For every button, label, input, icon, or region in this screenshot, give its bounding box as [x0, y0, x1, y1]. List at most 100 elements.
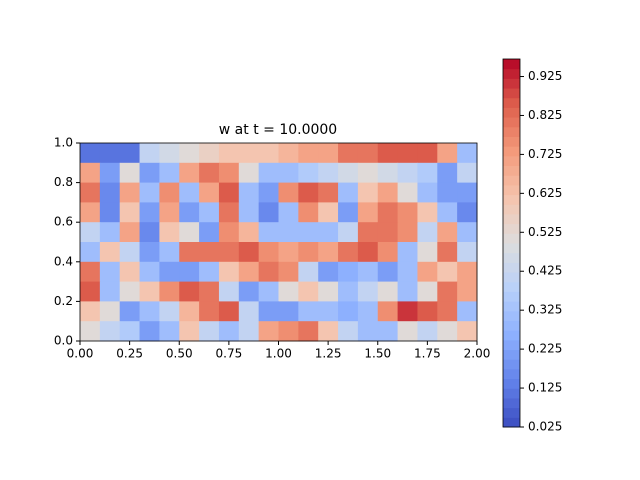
- contour-cell: [298, 182, 319, 203]
- x-tick-label: 1.25: [315, 347, 342, 361]
- colorbar-band: [503, 262, 520, 273]
- colorbar-band: [503, 155, 520, 167]
- contour-cell: [377, 261, 399, 283]
- contour-cell: [139, 222, 160, 243]
- contour-cell: [298, 281, 319, 302]
- contour-cell: [417, 222, 438, 243]
- contour-cell: [218, 202, 240, 223]
- contour-cell: [179, 202, 200, 223]
- contour-cell: [119, 301, 141, 322]
- contour-cell: [437, 321, 458, 342]
- x-tick-label: 0.50: [166, 347, 193, 361]
- contour-cell: [457, 222, 478, 243]
- x-tick-label: 1.00: [265, 347, 292, 361]
- contour-cell: [80, 143, 101, 164]
- colorbar-band: [503, 320, 520, 331]
- contour-cell: [298, 222, 319, 243]
- contour-cell: [258, 143, 279, 164]
- contour-cell: [278, 202, 299, 223]
- colorbar-band: [503, 126, 520, 137]
- contour-cell: [258, 261, 279, 283]
- colorbar-band: [503, 301, 520, 312]
- contour-cell: [278, 222, 299, 243]
- colorbar-band: [503, 175, 520, 186]
- contour-cell: [179, 261, 200, 283]
- colorbar-band: [503, 388, 520, 399]
- contour-cell: [338, 242, 359, 263]
- contour-cell: [258, 162, 279, 184]
- colorbar-band: [503, 68, 520, 79]
- x-tick-label: 0.75: [216, 347, 243, 361]
- contour-cell: [397, 321, 418, 342]
- contour-cell: [278, 281, 299, 302]
- contour-cell: [159, 222, 180, 243]
- contour-cell: [457, 301, 478, 322]
- contour-cell: [199, 301, 220, 322]
- contour-cell: [238, 182, 260, 203]
- contour-cell: [80, 182, 101, 203]
- contour-cell: [278, 162, 299, 184]
- contour-cell: [318, 202, 339, 223]
- contour-cell: [357, 202, 379, 223]
- contour-cell: [457, 321, 478, 342]
- contour-cell: [139, 162, 160, 184]
- contour-cell: [377, 162, 399, 184]
- contour-cell: [318, 162, 339, 184]
- contour-cell: [199, 281, 220, 302]
- contour-cell: [159, 182, 180, 203]
- contour-cell: [139, 261, 160, 283]
- contour-cell: [338, 281, 359, 302]
- colorbar-band: [503, 330, 520, 341]
- contour-cell: [278, 242, 299, 263]
- x-tick-label: 1.50: [364, 347, 391, 361]
- contour-cell: [159, 162, 180, 184]
- contour-cell: [298, 242, 319, 263]
- y-tick-label: 0.2: [54, 294, 73, 308]
- contour-cell: [377, 321, 399, 342]
- colorbar-tick-label: 0.725: [528, 147, 562, 161]
- colorbar-band: [503, 165, 520, 176]
- contour-cell: [258, 202, 279, 223]
- contour-cell: [80, 301, 101, 322]
- contour-cell: [457, 242, 478, 263]
- contour-cell: [457, 143, 478, 164]
- y-tick-label: 0.4: [54, 254, 73, 268]
- colorbar-band: [503, 397, 520, 409]
- contour-cell: [338, 202, 359, 223]
- contour-cell: [179, 182, 200, 203]
- contour-cell: [99, 281, 121, 302]
- colorbar-band: [503, 117, 520, 128]
- contour-cell: [457, 281, 478, 302]
- colorbar-band: [503, 252, 520, 263]
- contour-cell: [278, 182, 299, 203]
- contour-cell: [218, 242, 240, 263]
- contour-cell: [159, 301, 180, 322]
- contour-cell: [417, 202, 438, 223]
- contour-cell: [437, 242, 458, 263]
- y-tick-label: 0.8: [54, 175, 73, 189]
- contour-cell: [80, 202, 101, 223]
- contour-cell: [318, 242, 339, 263]
- contour-cell: [278, 321, 299, 342]
- colorbar-band: [503, 339, 520, 351]
- contour-cell: [457, 261, 478, 283]
- contour-cell: [377, 242, 399, 263]
- colorbar-band: [503, 213, 520, 225]
- y-tick-label: 1.0: [54, 136, 73, 150]
- contour-cell: [258, 182, 279, 203]
- contour-cell: [417, 162, 438, 184]
- colorbar-band: [503, 407, 520, 418]
- contour-cell: [80, 261, 101, 283]
- contour-cell: [278, 143, 299, 164]
- contour-cell: [318, 143, 339, 164]
- contour-cell: [179, 143, 200, 164]
- contour-cell: [139, 143, 160, 164]
- x-tick-label: 2.00: [464, 347, 491, 361]
- contour-cell: [179, 281, 200, 302]
- contour-cell: [238, 301, 260, 322]
- contour-cell: [417, 261, 438, 283]
- contour-cell: [119, 222, 141, 243]
- colorbar-band: [503, 59, 520, 70]
- contour-cell: [139, 321, 160, 342]
- contour-cell: [119, 281, 141, 302]
